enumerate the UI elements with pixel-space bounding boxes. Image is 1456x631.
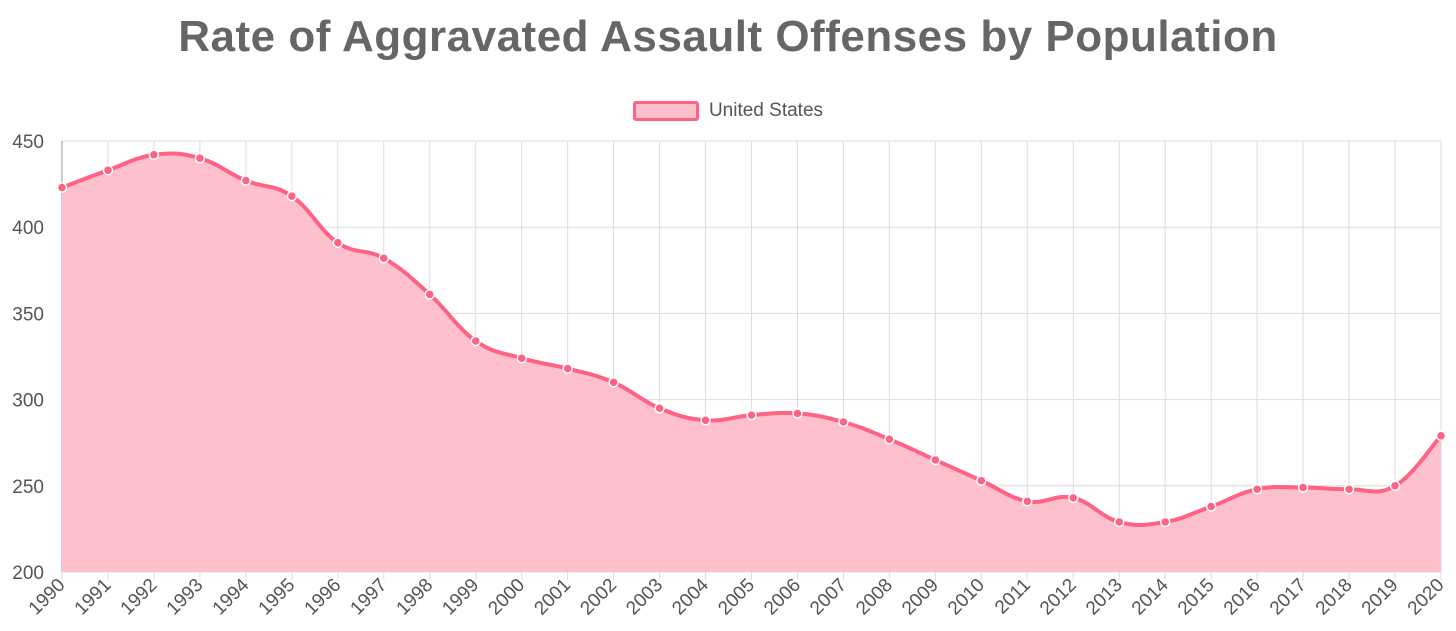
- data-point-1990[interactable]: [56, 182, 68, 193]
- x-tick-label: 1995: [255, 575, 300, 620]
- y-tick-label: 300: [12, 391, 44, 412]
- x-tick-label: 2011: [991, 575, 1035, 619]
- x-tick-label: 2018: [1312, 575, 1357, 620]
- x-tick-label: 2020: [1404, 575, 1449, 620]
- data-point-2001[interactable]: [562, 363, 573, 374]
- y-tick-label: 200: [12, 563, 44, 584]
- data-point-2012[interactable]: [1068, 492, 1079, 504]
- y-tick-label: 400: [12, 218, 44, 239]
- x-tick-label: 2001: [530, 575, 575, 620]
- data-point-2013[interactable]: [1113, 516, 1125, 528]
- legend-swatch[interactable]: [632, 101, 699, 121]
- data-point-1994[interactable]: [240, 175, 252, 186]
- data-point-2002[interactable]: [608, 377, 619, 388]
- data-point-2007[interactable]: [838, 416, 849, 428]
- data-point-2017[interactable]: [1297, 482, 1309, 493]
- x-tick-label: 1991: [71, 575, 116, 620]
- data-point-1991[interactable]: [102, 165, 114, 176]
- x-tick-label: 2008: [852, 575, 897, 620]
- data-point-2016[interactable]: [1251, 483, 1263, 495]
- y-tick-label: 450: [12, 132, 44, 153]
- data-point-1998[interactable]: [424, 289, 435, 300]
- legend-label[interactable]: United States: [708, 100, 824, 121]
- data-point-1996[interactable]: [332, 237, 344, 248]
- data-point-2006[interactable]: [792, 408, 803, 419]
- x-tick-label: 2006: [760, 575, 805, 620]
- data-point-2020[interactable]: [1435, 430, 1447, 442]
- x-tick-label: 1999: [438, 575, 483, 620]
- data-point-2009[interactable]: [930, 454, 941, 466]
- data-point-1993[interactable]: [194, 152, 206, 164]
- x-tick-label: 2012: [1036, 575, 1081, 620]
- y-tick-label: 350: [12, 304, 44, 325]
- x-tick-label: 2013: [1082, 575, 1127, 620]
- x-tick-label: 2016: [1220, 575, 1265, 620]
- data-point-2005[interactable]: [746, 409, 757, 421]
- data-point-2018[interactable]: [1343, 483, 1355, 495]
- x-tick-label: 2017: [1266, 575, 1311, 620]
- x-tick-label: 1997: [347, 575, 392, 620]
- data-point-1992[interactable]: [148, 149, 160, 161]
- y-tick-label: 250: [12, 477, 44, 498]
- x-tick-label: 1998: [393, 575, 438, 620]
- x-tick-label: 1996: [301, 575, 346, 620]
- x-tick-label: 2019: [1358, 575, 1403, 620]
- x-tick-label: 2000: [484, 575, 529, 620]
- data-point-2003[interactable]: [654, 402, 665, 414]
- data-point-2015[interactable]: [1205, 501, 1217, 512]
- x-tick-label: 2007: [806, 575, 851, 620]
- x-tick-label: 2003: [622, 575, 667, 620]
- data-point-2014[interactable]: [1159, 516, 1171, 528]
- series-points: [56, 149, 1447, 528]
- data-point-1997[interactable]: [378, 252, 390, 264]
- data-point-2019[interactable]: [1389, 480, 1401, 492]
- data-point-1995[interactable]: [286, 190, 298, 202]
- x-tick-label: 1993: [163, 575, 208, 620]
- x-tick-label: 2010: [944, 575, 989, 620]
- x-tick-label: 2014: [1128, 574, 1173, 619]
- x-tick-label: 2004: [668, 574, 713, 619]
- data-point-1999[interactable]: [470, 335, 481, 347]
- x-tick-label: 2005: [714, 575, 759, 620]
- data-point-2010[interactable]: [976, 475, 987, 486]
- data-point-2000[interactable]: [516, 352, 527, 364]
- legend[interactable]: United States: [0, 100, 1456, 122]
- x-axis-ticks: 1990 1991 1992 1993 1994 1995 1996 1997 1998 1999…: [25, 574, 1449, 619]
- x-tick-label: 1992: [117, 575, 162, 620]
- data-point-2008[interactable]: [884, 434, 895, 445]
- x-tick-label: 1994: [209, 574, 254, 619]
- chart-title: Rate of Aggravated Assault Offenses by P…: [178, 12, 1278, 61]
- series-fill: [62, 153, 1441, 573]
- x-tick-label: 2009: [898, 575, 943, 620]
- x-tick-label: 2015: [1174, 575, 1219, 620]
- data-point-2004[interactable]: [700, 415, 711, 426]
- x-tick-label: 2002: [576, 575, 621, 620]
- y-axis-ticks: 200 250 300 350 400 450: [12, 132, 44, 584]
- data-point-2011[interactable]: [1022, 496, 1033, 507]
